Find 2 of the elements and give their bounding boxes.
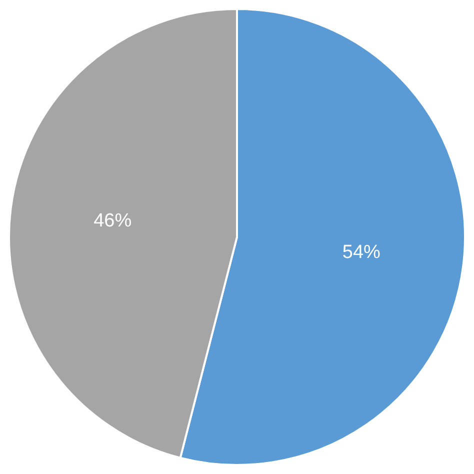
- data-label: 54%: [342, 242, 381, 263]
- data-label: 46%: [94, 210, 132, 232]
